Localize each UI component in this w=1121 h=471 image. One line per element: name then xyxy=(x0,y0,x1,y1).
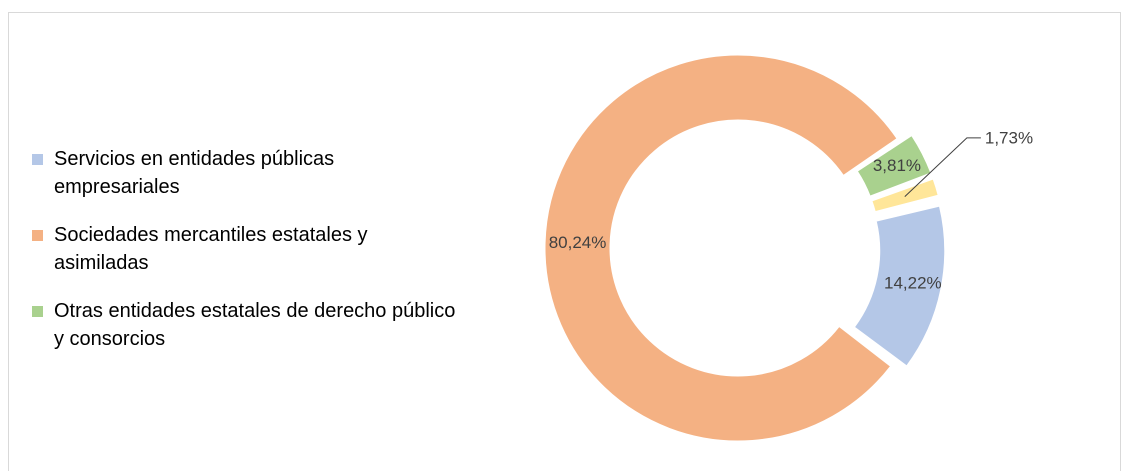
legend-swatch xyxy=(32,154,43,165)
legend: Servicios en entidades públicas empresar… xyxy=(32,145,462,373)
data-label: 3,81% xyxy=(873,156,921,175)
donut-slice xyxy=(544,54,898,442)
legend-item: Servicios en entidades públicas empresar… xyxy=(32,145,462,201)
data-label: 14,22% xyxy=(884,273,942,292)
legend-item: Sociedades mercantiles estatales y asimi… xyxy=(32,221,462,277)
legend-label: Otras entidades estatales de derecho púb… xyxy=(54,300,456,350)
leader-line xyxy=(904,137,981,198)
legend-label: Servicios en entidades públicas empresar… xyxy=(54,148,335,198)
legend-label: Sociedades mercantiles estatales y asimi… xyxy=(54,224,368,274)
donut-slice xyxy=(871,178,939,213)
donut-slice xyxy=(853,205,946,367)
legend-item: Otras entidades estatales de derecho púb… xyxy=(32,297,462,353)
data-label: 1,73% xyxy=(985,128,1033,147)
legend-swatch xyxy=(32,230,43,241)
legend-swatch xyxy=(32,306,43,317)
data-label: 80,24% xyxy=(549,233,607,252)
donut-slice xyxy=(856,134,932,197)
